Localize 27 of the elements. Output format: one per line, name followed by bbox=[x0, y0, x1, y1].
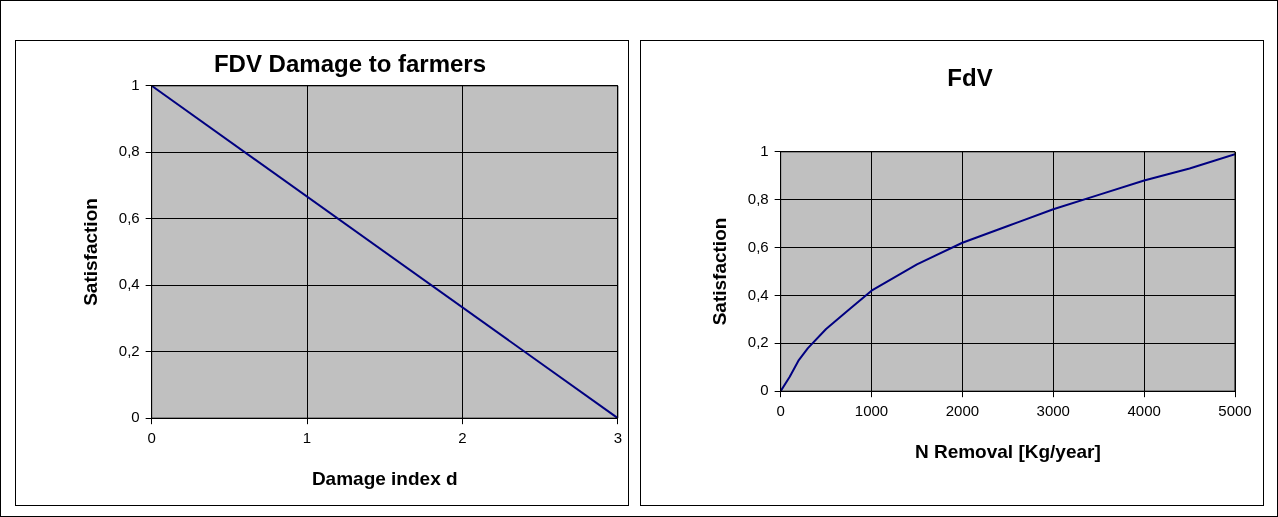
y-tick-label: 1 bbox=[131, 75, 140, 93]
y-tick-label: 1 bbox=[760, 141, 769, 159]
x-tick-label: 2000 bbox=[945, 402, 980, 420]
x-tick-label: 5000 bbox=[1218, 402, 1252, 420]
y-tick-label: 0,4 bbox=[118, 275, 140, 293]
x-tick-label: 1 bbox=[302, 429, 312, 447]
y-tick-label: 0,6 bbox=[747, 237, 769, 255]
x-tick-label: 2 bbox=[458, 429, 467, 447]
chart-title: FdV bbox=[947, 64, 993, 92]
y-axis-title: Satisfaction bbox=[708, 217, 730, 326]
y-tick-label: 0 bbox=[760, 381, 769, 399]
x-tick-label: 0 bbox=[776, 402, 785, 420]
y-tick-label: 0,8 bbox=[747, 189, 769, 207]
x-axis-title: N Removal [Kg/year] bbox=[914, 440, 1101, 462]
y-tick-label: 0,2 bbox=[747, 333, 769, 351]
y-tick-label: 0,2 bbox=[118, 341, 140, 359]
y-tick-label: 0,6 bbox=[118, 208, 140, 226]
y-tick-label: 0,8 bbox=[118, 142, 140, 160]
y-tick-label: 0,4 bbox=[747, 285, 769, 303]
x-tick-label: 3000 bbox=[1036, 402, 1070, 420]
y-axis-title: Satisfaction bbox=[79, 198, 101, 306]
x-axis-title: Damage index d bbox=[311, 467, 458, 489]
x-tick-label: 3 bbox=[613, 429, 622, 447]
x-tick-label: 1000 bbox=[854, 402, 889, 420]
x-tick-label: 0 bbox=[147, 429, 156, 447]
chart-title: FDV Damage to farmers bbox=[213, 50, 487, 78]
x-tick-label: 4000 bbox=[1127, 402, 1161, 420]
